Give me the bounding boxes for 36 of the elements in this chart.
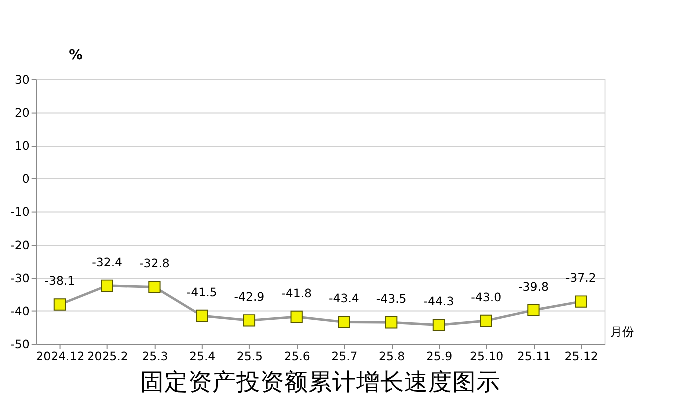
x-tick-label: 25.9 bbox=[426, 349, 453, 364]
text: -38.1 bbox=[44, 274, 76, 288]
x-tick-label: 25.4 bbox=[189, 349, 216, 364]
x-tick-label: 25.6 bbox=[284, 349, 310, 364]
y-tick-label: -20 bbox=[10, 238, 30, 252]
y-tick-label: -50 bbox=[10, 338, 30, 352]
text: -39.8 bbox=[518, 280, 549, 294]
x-tick-label: 25.10 bbox=[470, 349, 504, 364]
x-tick-label: 25.11 bbox=[517, 349, 552, 364]
text: 固定资产投资额累计增长速度图示 bbox=[140, 368, 501, 396]
text: -32.4 bbox=[92, 255, 123, 270]
text: -41.5 bbox=[186, 285, 218, 300]
y-tick-label: 10 bbox=[14, 139, 30, 154]
text: -43.5 bbox=[376, 292, 407, 306]
text: -32.8 bbox=[140, 256, 170, 271]
y-tick-label: -40 bbox=[10, 304, 30, 318]
y-tick-label: -30 bbox=[10, 271, 30, 286]
x-tick-label: 25.5 bbox=[236, 349, 264, 364]
y-tick-label: 0 bbox=[22, 172, 30, 186]
y-tick-label: 20 bbox=[14, 106, 30, 120]
text: -37.2 bbox=[566, 271, 596, 286]
y-tick-label: 30 bbox=[14, 72, 30, 87]
x-tick-label: 25.12 bbox=[564, 349, 598, 364]
text: -43.4 bbox=[329, 292, 360, 306]
x-tick-label: 2025.2 bbox=[87, 349, 128, 364]
text: -41.8 bbox=[282, 286, 312, 300]
text: -42.9 bbox=[234, 290, 265, 304]
x-tick-label: 25.3 bbox=[142, 349, 168, 364]
y-axis-title: % bbox=[69, 47, 84, 64]
y-tick-label: -10 bbox=[10, 205, 30, 220]
x-axis-title: 月份 bbox=[610, 324, 635, 339]
text: -43.0 bbox=[471, 290, 502, 304]
text: -44.3 bbox=[424, 294, 454, 309]
x-tick-label: 2024.12 bbox=[36, 349, 85, 364]
x-tick-label: 25.8 bbox=[378, 349, 406, 364]
x-tick-label: 25.7 bbox=[332, 349, 358, 364]
